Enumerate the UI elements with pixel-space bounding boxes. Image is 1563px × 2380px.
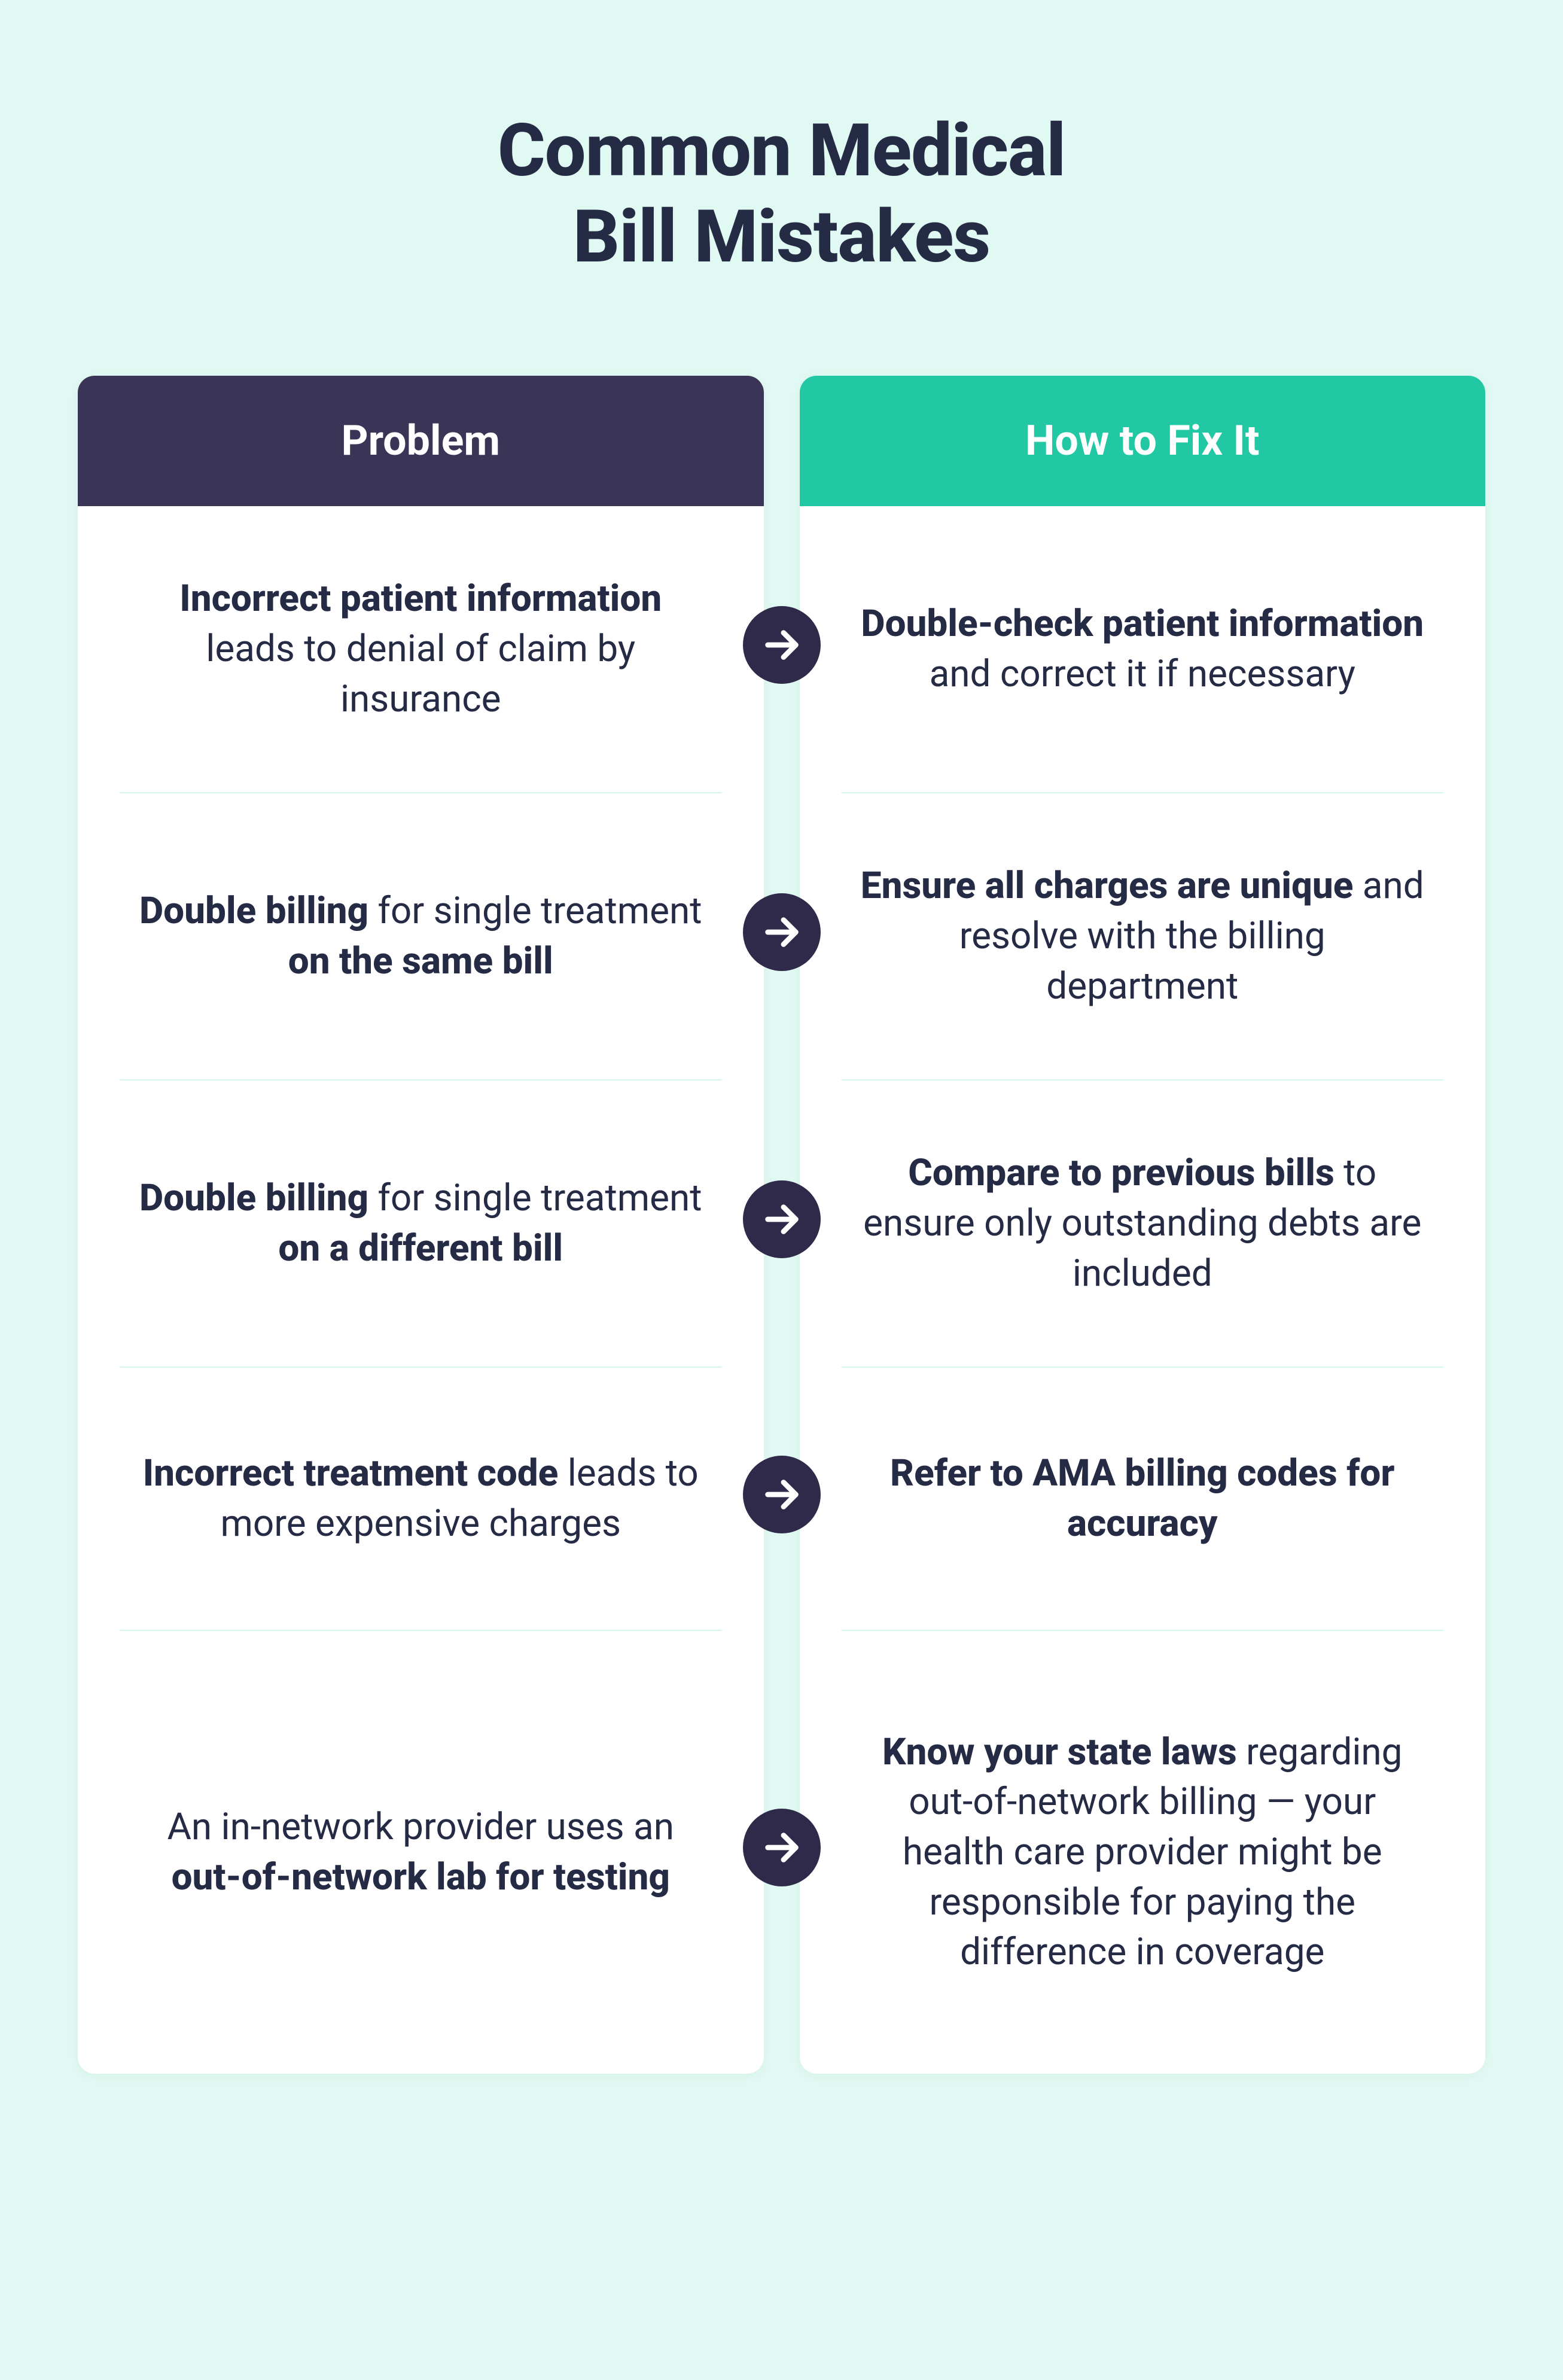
fix-cell: Know your state laws regarding out-of-ne… [842,1631,1444,2074]
problem-cell: Double billing for single treatment on t… [120,793,722,1081]
fix-text: Ensure all charges are unique and resolv… [860,861,1426,1011]
problem-cell: Double billing for single treatment on a… [120,1081,722,1368]
problem-text: An in-network provider uses an out-of-ne… [138,1802,704,1902]
fix-cell: Compare to previous bills to ensure only… [842,1081,1444,1368]
fix-cell: Refer to AMA billing codes for accuracy [842,1368,1444,1631]
fix-header: How to Fix It [800,376,1486,506]
fix-text: Compare to previous bills to ensure only… [860,1148,1426,1298]
fix-cell: Ensure all charges are unique and resolv… [842,793,1444,1081]
problem-cell: An in-network provider uses an out-of-ne… [120,1631,722,2074]
arrow-right-icon [743,606,821,684]
comparison-table: Problem Incorrect patient information le… [78,376,1485,2074]
problem-header: Problem [78,376,764,506]
problem-cell: Incorrect treatment code leads to more e… [120,1368,722,1631]
fix-cell: Double-check patient information and cor… [842,506,1444,793]
fix-text: Know your state laws regarding out-of-ne… [860,1727,1426,1977]
fix-text: Refer to AMA billing codes for accuracy [860,1448,1426,1548]
arrow-right-icon [743,1809,821,1886]
arrow-right-icon [743,1180,821,1258]
page-title: Common Medical Bill Mistakes [78,108,1485,280]
fix-text: Double-check patient information and cor… [860,599,1426,699]
title-line-1: Common Medical [498,108,1065,193]
problem-text: Double billing for single treatment on t… [138,886,704,986]
problem-text: Double billing for single treatment on a… [138,1173,704,1273]
problem-text: Incorrect patient information leads to d… [138,574,704,724]
arrow-right-icon [743,893,821,971]
problem-cell: Incorrect patient information leads to d… [120,506,722,793]
title-line-2: Bill Mistakes [573,194,990,279]
problem-text: Incorrect treatment code leads to more e… [138,1448,704,1548]
fix-rows: Double-check patient information and cor… [800,506,1486,2074]
problem-column: Problem Incorrect patient information le… [78,376,764,2074]
fix-column: How to Fix It Double-check patient infor… [800,376,1486,2074]
problem-rows: Incorrect patient information leads to d… [78,506,764,2074]
arrow-right-icon [743,1456,821,1533]
